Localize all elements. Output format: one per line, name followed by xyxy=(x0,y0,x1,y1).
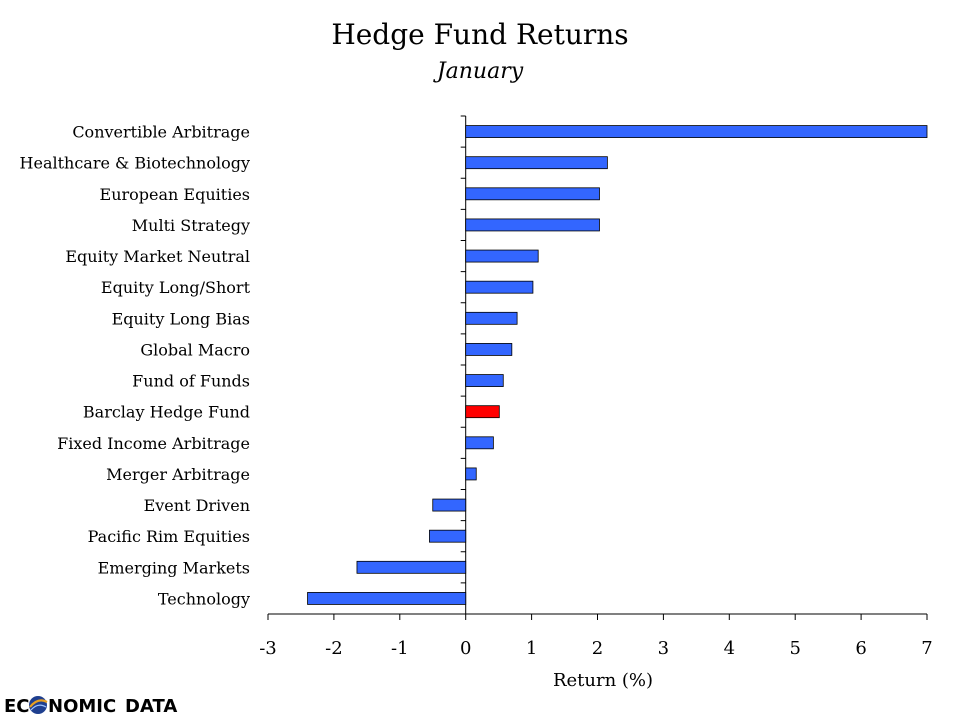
category-label: Convertible Arbitrage xyxy=(72,123,250,142)
bar xyxy=(465,187,600,201)
category-label: Equity Market Neutral xyxy=(65,247,250,266)
category-label: Technology xyxy=(158,589,250,608)
plot-area: -3 -2 -1 0 1 2 3 4 5 6 7 Convertible Arbitrage Healt… xyxy=(20,115,933,659)
chart-subtitle: January xyxy=(433,59,524,84)
bar xyxy=(465,218,600,232)
x-tick-label: 7 xyxy=(921,638,932,659)
category-label: Merger Arbitrage xyxy=(106,465,250,484)
x-tick-label: -3 xyxy=(259,638,277,659)
category-label: European Equities xyxy=(100,185,250,204)
bar xyxy=(465,280,534,294)
bar-highlight xyxy=(465,405,500,419)
x-tick-label: -1 xyxy=(391,638,409,659)
chart-title: Hedge Fund Returns xyxy=(331,18,628,51)
x-tick-label: 6 xyxy=(855,638,866,659)
x-tick-label: 2 xyxy=(592,638,603,659)
bar xyxy=(465,436,494,450)
x-tick-label: 4 xyxy=(724,638,735,659)
x-tick-label: 1 xyxy=(526,638,537,659)
category-label: Fund of Funds xyxy=(132,372,250,391)
x-tick-label: 3 xyxy=(658,638,669,659)
bar xyxy=(465,156,608,170)
category-label: Emerging Markets xyxy=(98,558,250,577)
bar xyxy=(307,592,467,605)
x-tick-label: -2 xyxy=(325,638,343,659)
category-label: Barclay Hedge Fund xyxy=(83,403,250,422)
x-tick-label: 5 xyxy=(789,638,800,659)
category-label: Global Macro xyxy=(140,340,250,359)
category-label: Pacific Rim Equities xyxy=(88,527,250,546)
bar xyxy=(465,467,477,481)
category-label: Event Driven xyxy=(144,496,250,515)
category-label: Multi Strategy xyxy=(132,216,250,235)
bar xyxy=(465,311,518,325)
bar xyxy=(465,125,928,138)
bar xyxy=(429,529,467,543)
logo-text-ec: EC xyxy=(4,696,30,717)
logo-text-data: DATA xyxy=(125,696,177,717)
category-label: Equity Long/Short xyxy=(101,278,251,297)
logo-text-nomic: NOMIC xyxy=(48,696,116,717)
x-tick-label: 0 xyxy=(460,638,471,659)
bar xyxy=(356,560,467,574)
bar xyxy=(465,249,539,263)
x-axis-label: Return (%) xyxy=(553,670,653,691)
category-label: Equity Long Bias xyxy=(112,309,250,328)
economic-data-logo: EC NOMIC DATA xyxy=(4,696,177,717)
bar xyxy=(465,343,513,356)
bar xyxy=(432,498,467,512)
bar xyxy=(465,374,504,387)
category-label: Healthcare & Biotechnology xyxy=(20,154,250,173)
globe-icon xyxy=(29,696,48,714)
category-label: Fixed Income Arbitrage xyxy=(57,434,250,453)
